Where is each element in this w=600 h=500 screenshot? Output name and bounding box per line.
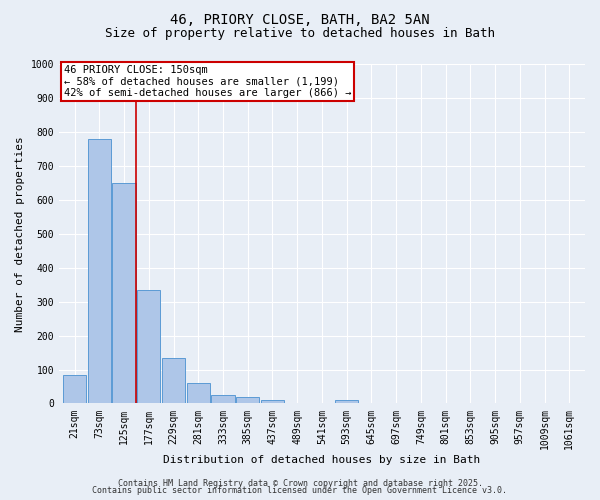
Y-axis label: Number of detached properties: Number of detached properties bbox=[15, 136, 25, 332]
Text: 46 PRIORY CLOSE: 150sqm
← 58% of detached houses are smaller (1,199)
42% of semi: 46 PRIORY CLOSE: 150sqm ← 58% of detache… bbox=[64, 64, 351, 98]
Bar bbox=[162, 358, 185, 404]
Text: Contains HM Land Registry data © Crown copyright and database right 2025.: Contains HM Land Registry data © Crown c… bbox=[118, 478, 482, 488]
Bar bbox=[88, 138, 111, 404]
Bar bbox=[63, 374, 86, 404]
Bar bbox=[335, 400, 358, 404]
Bar bbox=[112, 184, 136, 404]
Bar bbox=[236, 398, 259, 404]
X-axis label: Distribution of detached houses by size in Bath: Distribution of detached houses by size … bbox=[163, 455, 481, 465]
Bar bbox=[211, 395, 235, 404]
Bar bbox=[261, 400, 284, 404]
Text: Contains public sector information licensed under the Open Government Licence v3: Contains public sector information licen… bbox=[92, 486, 508, 495]
Bar bbox=[137, 290, 160, 404]
Bar bbox=[187, 383, 210, 404]
Text: 46, PRIORY CLOSE, BATH, BA2 5AN: 46, PRIORY CLOSE, BATH, BA2 5AN bbox=[170, 12, 430, 26]
Text: Size of property relative to detached houses in Bath: Size of property relative to detached ho… bbox=[105, 28, 495, 40]
